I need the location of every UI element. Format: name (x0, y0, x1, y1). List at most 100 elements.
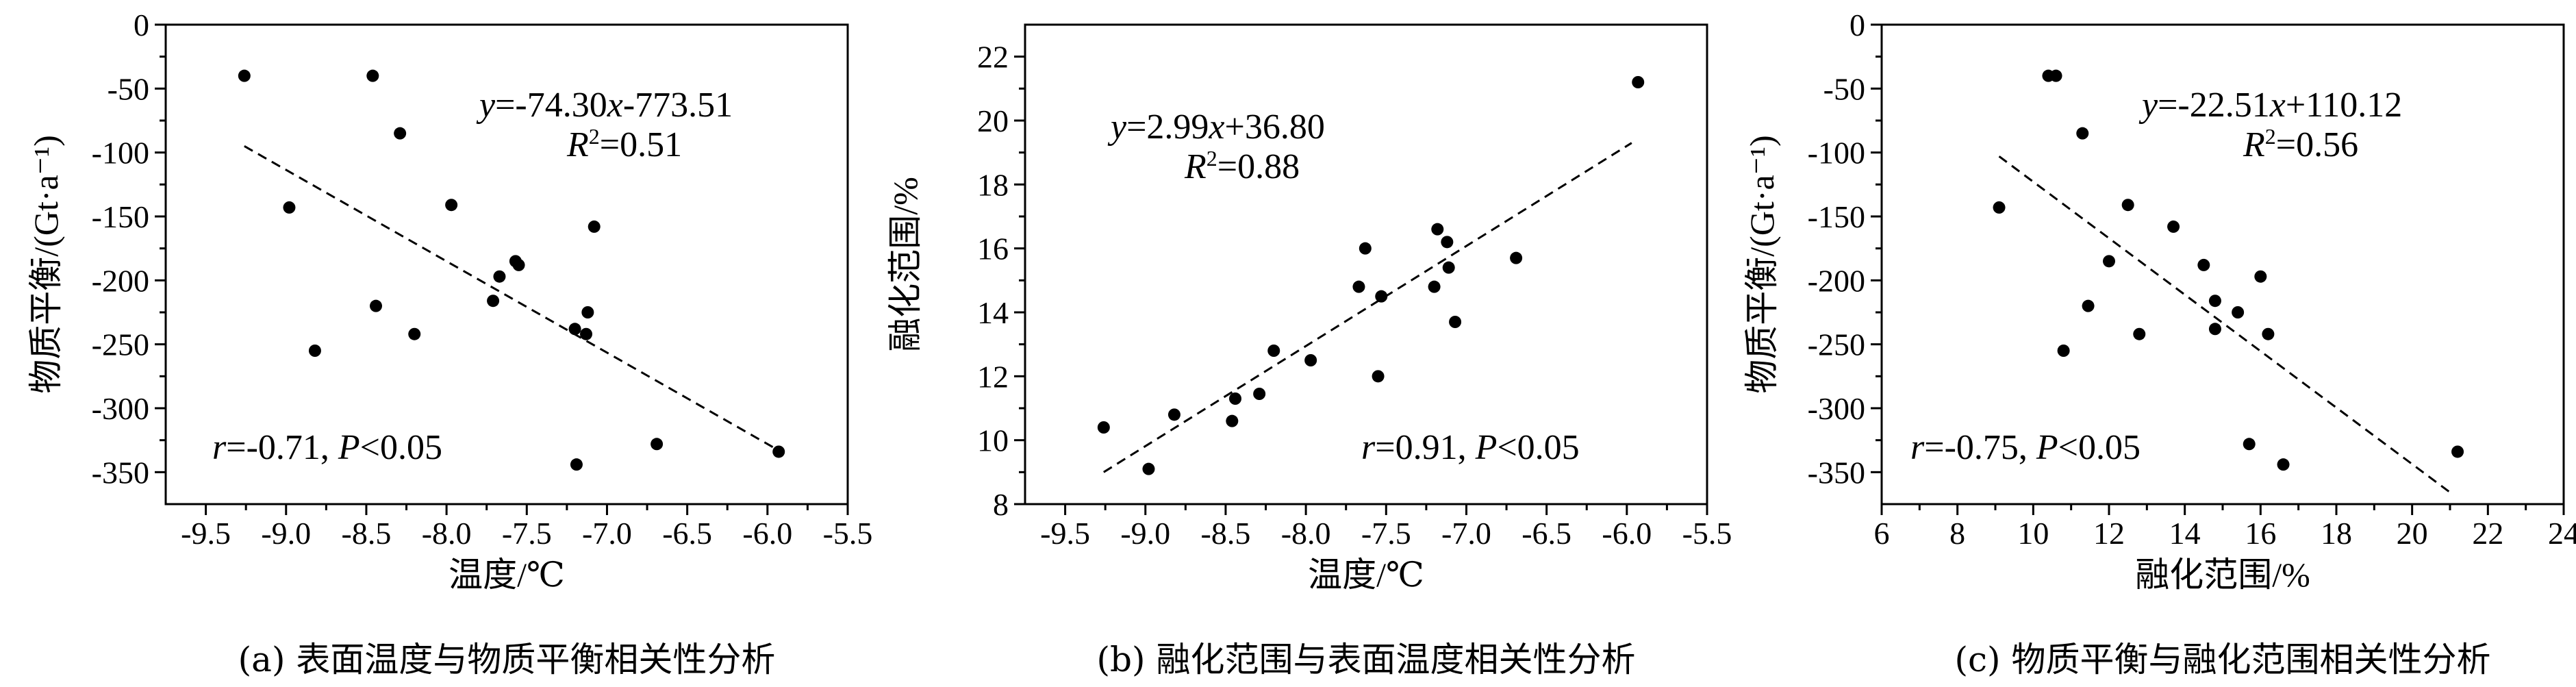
data-point (2277, 458, 2290, 471)
data-point (1375, 290, 1388, 303)
y-tick-label: 22 (977, 40, 1009, 75)
x-tick-label: -7.0 (1441, 516, 1491, 551)
y-tick-label: -100 (1808, 136, 1865, 171)
annotation-part: =-74.30 (495, 86, 607, 125)
x-tick-label: 22 (2472, 516, 2503, 551)
data-point (580, 327, 593, 340)
data-point (1632, 76, 1645, 88)
data-point (1226, 414, 1239, 427)
annotation-part: 2 (1207, 146, 1217, 171)
data-point (2076, 127, 2089, 140)
annotation-part: 2 (589, 124, 600, 149)
data-point (570, 458, 583, 471)
data-point (1372, 370, 1385, 383)
annotation-r2: R2=0.56 (2243, 124, 2358, 164)
x-tick-label: -6.0 (1602, 516, 1652, 551)
annotation-part: x (2269, 86, 2286, 125)
data-point (512, 258, 525, 271)
data-point (2254, 270, 2267, 283)
y-tick-label: -200 (1808, 263, 1865, 298)
x-tick-label: 8 (1949, 516, 1965, 551)
annotation-part: +36.80 (1225, 108, 1325, 147)
x-axis-label: 融化范围/% (2135, 555, 2310, 594)
annotation-part: R (2243, 125, 2265, 164)
x-tick-label: -8.0 (1281, 516, 1331, 551)
x-tick-label: -5.5 (823, 516, 873, 551)
y-tick-label: -350 (92, 455, 149, 490)
data-point (2103, 255, 2115, 268)
plot-frame (164, 23, 849, 505)
y-tick-label: -150 (92, 199, 149, 234)
annotation-part: <0.05 (2058, 428, 2141, 467)
x-tick-label: -9.5 (181, 516, 231, 551)
data-point (1142, 462, 1155, 475)
y-tick-label: 14 (977, 295, 1009, 330)
data-point (238, 69, 251, 82)
y-tick-label: -150 (1808, 199, 1865, 234)
data-point (2121, 199, 2134, 212)
data-point (2208, 323, 2221, 336)
annotation-part: R (566, 125, 589, 164)
data-point (2167, 220, 2180, 233)
y-tick-label: 16 (977, 232, 1009, 266)
x-tick-label: 24 (2548, 516, 2576, 551)
y-tick-label: 0 (1849, 8, 1865, 42)
annotation-r2: R2=0.88 (1184, 146, 1300, 186)
annotation-part: +110.12 (2286, 86, 2402, 125)
x-tick-label: 6 (1874, 516, 1890, 551)
annotation-part: =0.51 (600, 125, 682, 164)
data-point (408, 327, 421, 340)
annotation-part: -773.51 (623, 86, 733, 125)
data-point (1304, 354, 1317, 366)
y-tick-label: -250 (92, 327, 149, 362)
data-point (2232, 306, 2245, 318)
x-tick-label: 14 (2169, 516, 2201, 551)
data-point (568, 323, 581, 336)
annotation-part: =-0.71, (226, 428, 338, 467)
x-tick-label: -8.5 (342, 516, 392, 551)
annotation-part: x (607, 86, 623, 125)
panel-a: -9.5 -9.0 -8.5 -8.0 -7.5 -7.0 -6.5 -6.0 -5.5 0 -50… (27, 8, 872, 679)
data-point (2451, 445, 2464, 458)
data-point (2082, 299, 2095, 312)
x-tick-label: -5.5 (1682, 516, 1732, 551)
annotation-part: =0.56 (2276, 125, 2358, 164)
x-tick-label: -7.5 (1361, 516, 1411, 551)
annotation-equation: y=2.99x+36.80 (1107, 108, 1325, 147)
x-tick-label: -7.0 (582, 516, 632, 551)
data-point (308, 345, 321, 357)
trend-line (1103, 142, 1632, 473)
x-tick-label: -6.0 (742, 516, 792, 551)
annotation-part: x (1208, 108, 1224, 147)
y-tick-label: 8 (993, 487, 1009, 522)
annotation-part: R (1184, 147, 1207, 186)
y-tick-label: 10 (977, 423, 1009, 458)
data-point (2262, 327, 2275, 340)
annotation-part: P (338, 428, 360, 467)
annotation-part: <0.05 (1497, 428, 1579, 467)
x-tick-label: -6.5 (1521, 516, 1571, 551)
annotation-stats: r=-0.75, P<0.05 (1910, 428, 2141, 467)
panel-c: 6 8 10 12 14 16 18 20 22 24 0 -50 -100 -150 -200 -250 -3… (1743, 8, 2576, 679)
panel-caption: (c) 物质平衡与融化范围相关性分析 (1955, 640, 2491, 679)
y-axis-label: 物质平衡/(Gt·a⁻¹) (27, 135, 65, 393)
annotation-part: =-0.75, (1924, 428, 2036, 467)
data-point (1441, 236, 1454, 249)
data-point (772, 445, 785, 458)
panel-b: -9.5 -9.0 -8.5 -8.0 -7.5 -7.0 -6.5 -6.0 -5.5 8 10 1… (886, 23, 1732, 679)
panel-caption: (b) 融化范围与表面温度相关性分析 (1097, 640, 1636, 679)
y-tick-label: -50 (108, 71, 149, 106)
data-point (2057, 345, 2070, 357)
y-tick-label: -100 (92, 136, 149, 171)
data-point (1167, 408, 1180, 421)
data-point (1352, 280, 1365, 293)
data-point (2133, 327, 2146, 340)
x-axis-label: 温度/℃ (449, 555, 565, 594)
data-point (487, 295, 500, 308)
x-tick-label: 12 (2093, 516, 2125, 551)
x-tick-label: -9.5 (1040, 516, 1090, 551)
x-tick-label: -9.0 (261, 516, 311, 551)
annotation-part: P (2036, 428, 2058, 467)
x-tick-label: 18 (2321, 516, 2352, 551)
